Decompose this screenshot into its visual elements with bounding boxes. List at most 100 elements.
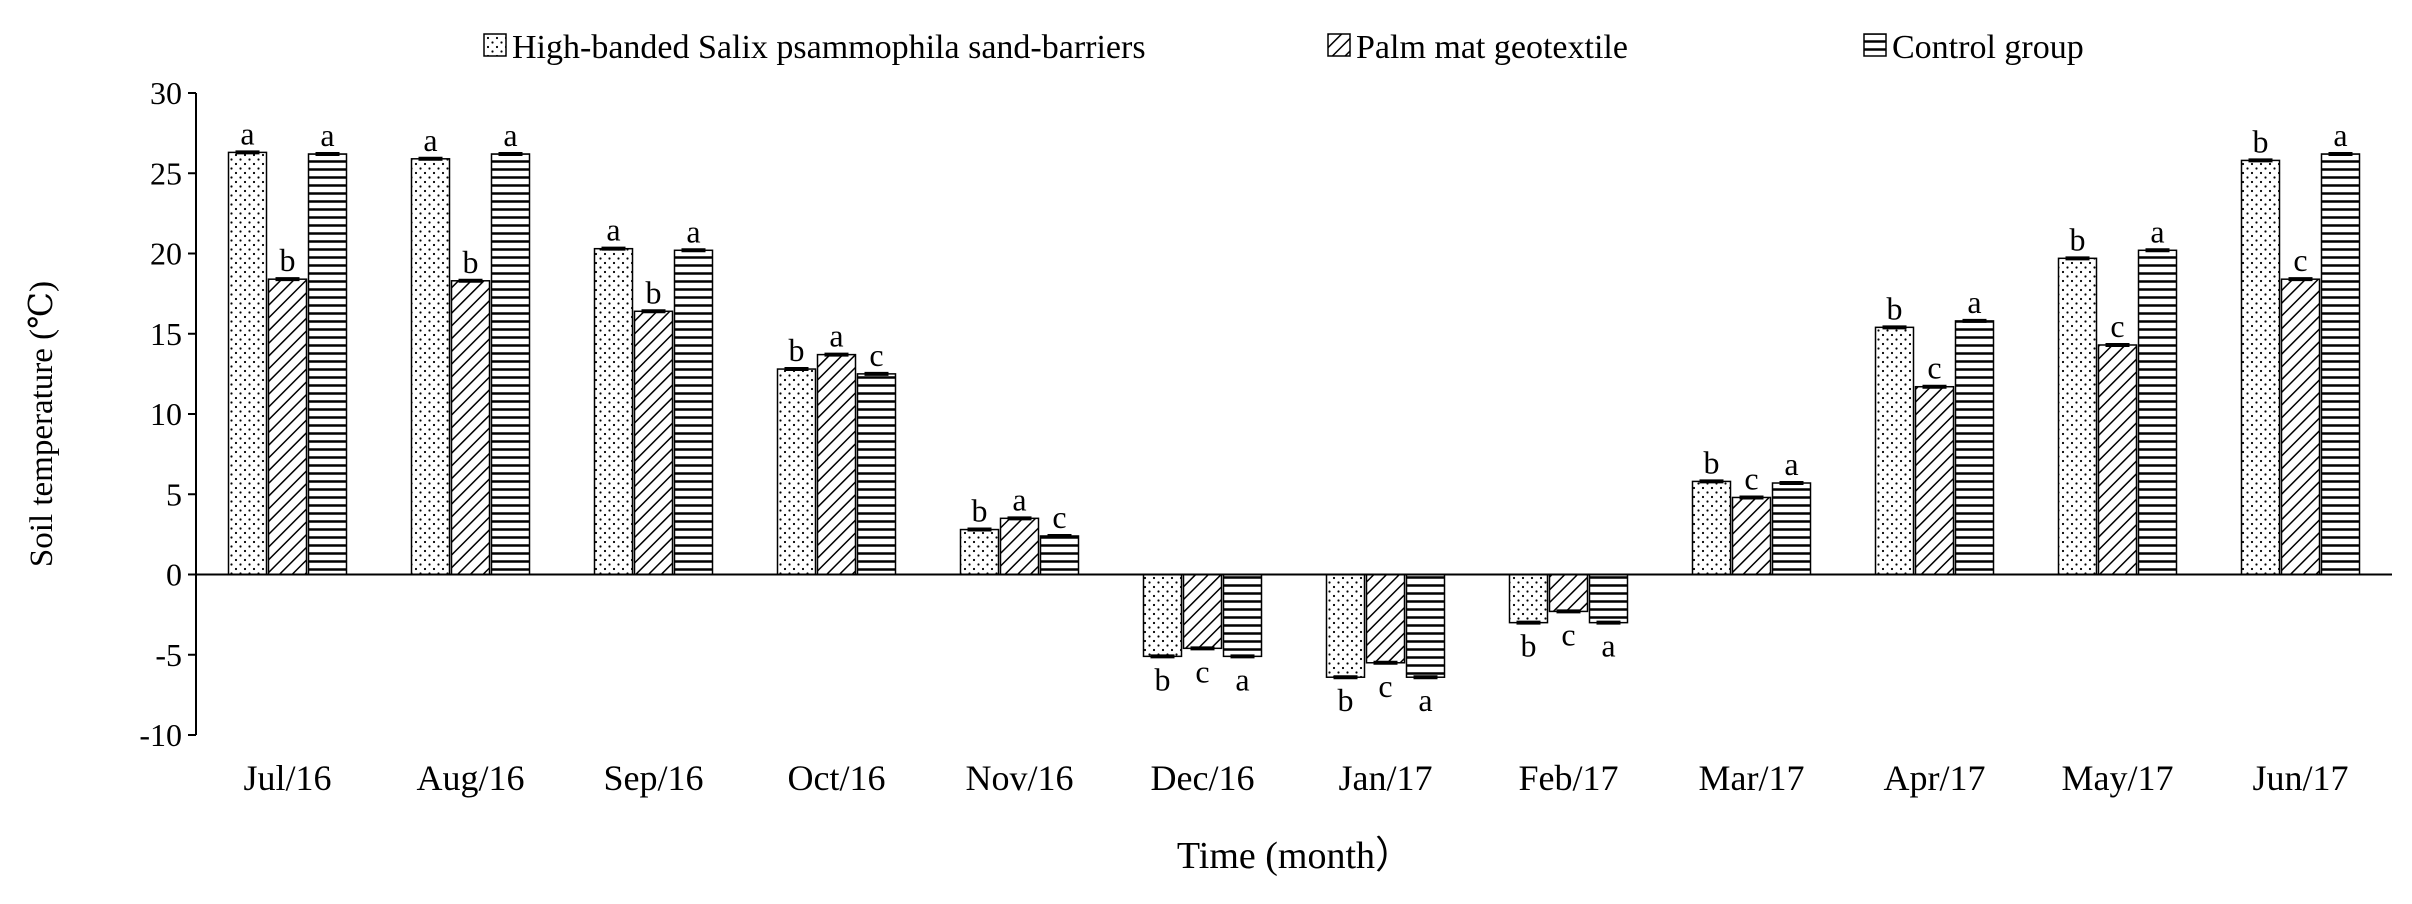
significance-label: b — [972, 493, 988, 529]
significance-label: a — [1012, 481, 1026, 517]
bar-2-jun-17 — [2280, 278, 2321, 576]
significance-label: c — [1052, 499, 1066, 535]
significance-label: c — [2293, 242, 2307, 278]
significance-label: b — [1521, 628, 1537, 664]
x-tick-label: Jun/17 — [2252, 758, 2348, 798]
bar-1-nov-16 — [959, 528, 1000, 576]
y-tick-label: -10 — [139, 717, 182, 753]
y-tick-label: 15 — [150, 316, 182, 352]
bar-2-jan-17 — [1365, 573, 1406, 664]
bar-2-apr-17 — [1914, 385, 1955, 576]
legend-swatch — [483, 33, 507, 57]
bar-2-nov-16 — [999, 517, 1040, 576]
x-tick-label: Aug/16 — [417, 758, 525, 798]
y-tick-label: 25 — [150, 155, 182, 191]
significance-label: b — [2253, 123, 2269, 159]
y-tick-label: 30 — [150, 75, 182, 111]
bar-2-dec-16 — [1182, 573, 1223, 650]
bar-3-may-17 — [2137, 249, 2178, 576]
bar-2-oct-16 — [816, 353, 857, 576]
significance-label: b — [646, 274, 662, 310]
x-axis-label: Time (month） — [1177, 835, 1413, 877]
legend: High-banded Salix psammophila sand-barri… — [483, 29, 2084, 66]
significance-label: a — [240, 115, 254, 151]
axes: -10 -5 0 5 10 15 20 25 30 Jul/16 Aug/16 Sep/16 Oct/1… — [139, 75, 2392, 798]
significance-label: c — [1561, 616, 1575, 652]
bar-2-jul-16 — [267, 278, 308, 576]
x-tick-label: Mar/17 — [1699, 758, 1805, 798]
y-tick-label: 10 — [150, 396, 182, 432]
bar-1-may-17 — [2057, 257, 2098, 576]
significance-label: a — [686, 213, 700, 249]
bar-3-nov-16 — [1039, 535, 1080, 576]
bar-1-apr-17 — [1874, 326, 1915, 576]
bar-3-aug-16 — [490, 153, 531, 576]
bar-3-dec-16 — [1222, 573, 1263, 658]
x-tick-label: May/17 — [2062, 758, 2174, 798]
significance-label: a — [1235, 661, 1249, 697]
bar-1-jan-17 — [1325, 573, 1366, 678]
legend-label: Palm mat geotextile — [1356, 29, 1628, 66]
significance-label: a — [829, 318, 843, 354]
bar-3-mar-17 — [1771, 482, 1812, 576]
x-tick-label: Sep/16 — [603, 758, 703, 798]
significance-label: b — [789, 332, 805, 368]
significance-label: b — [463, 244, 479, 280]
significance-label: a — [1418, 682, 1432, 718]
bar-1-jun-17 — [2240, 159, 2281, 576]
significance-label: c — [1744, 460, 1758, 496]
bar-1-feb-17 — [1508, 573, 1549, 624]
bars — [227, 150, 2361, 680]
significance-label: a — [423, 122, 437, 158]
y-tick-label: 20 — [150, 236, 182, 272]
bar-1-sep-16 — [593, 247, 634, 576]
bar-1-oct-16 — [776, 368, 817, 576]
x-tick-label: Oct/16 — [788, 758, 886, 798]
x-tick-label: Jul/16 — [243, 758, 331, 798]
bar-3-oct-16 — [856, 373, 897, 576]
bar-2-aug-16 — [450, 280, 491, 576]
significance-label: a — [2150, 213, 2164, 249]
bar-1-mar-17 — [1691, 480, 1732, 576]
significance-label: b — [1887, 290, 1903, 326]
significance-label: c — [1927, 350, 1941, 386]
significance-label: a — [320, 117, 334, 153]
bar-2-mar-17 — [1731, 496, 1772, 576]
bar-2-may-17 — [2097, 344, 2138, 576]
y-tick-label: -5 — [155, 637, 182, 673]
bar-3-sep-16 — [673, 249, 714, 576]
significance-label: b — [1155, 661, 1171, 697]
y-tick-label: 0 — [166, 557, 182, 593]
significance-label: c — [2110, 308, 2124, 344]
x-tick-label: Apr/17 — [1884, 758, 1986, 798]
legend-item: High-banded Salix psammophila sand-barri… — [483, 29, 1146, 66]
bar-2-feb-17 — [1548, 573, 1589, 613]
significance-label: b — [280, 242, 296, 278]
significance-label: c — [1195, 653, 1209, 689]
bar-3-jun-17 — [2320, 153, 2361, 576]
x-tick-label: Nov/16 — [966, 758, 1074, 798]
significance-label: a — [606, 212, 620, 248]
x-tick-label: Feb/17 — [1518, 758, 1618, 798]
bar-3-jul-16 — [307, 153, 348, 576]
y-axis-label: Soil temperature (℃) — [24, 281, 60, 567]
significance-label: a — [1967, 284, 1981, 320]
legend-item: Palm mat geotextile — [1327, 29, 1628, 66]
significance-label: a — [503, 117, 517, 153]
bar-2-sep-16 — [633, 310, 674, 576]
legend-label: Control group — [1892, 29, 2084, 66]
significance-label: a — [2333, 117, 2347, 153]
bar-1-dec-16 — [1142, 573, 1183, 658]
significance-label: b — [1338, 682, 1354, 718]
bar-3-feb-17 — [1588, 573, 1629, 624]
legend-swatch — [1863, 33, 1887, 57]
significance-label: b — [2070, 221, 2086, 257]
bar-3-apr-17 — [1954, 320, 1995, 576]
significance-label: a — [1784, 446, 1798, 482]
bar-3-jan-17 — [1405, 573, 1446, 678]
bar-1-aug-16 — [410, 158, 451, 576]
significance-label: c — [869, 337, 883, 373]
x-tick-label: Jan/17 — [1339, 758, 1433, 798]
